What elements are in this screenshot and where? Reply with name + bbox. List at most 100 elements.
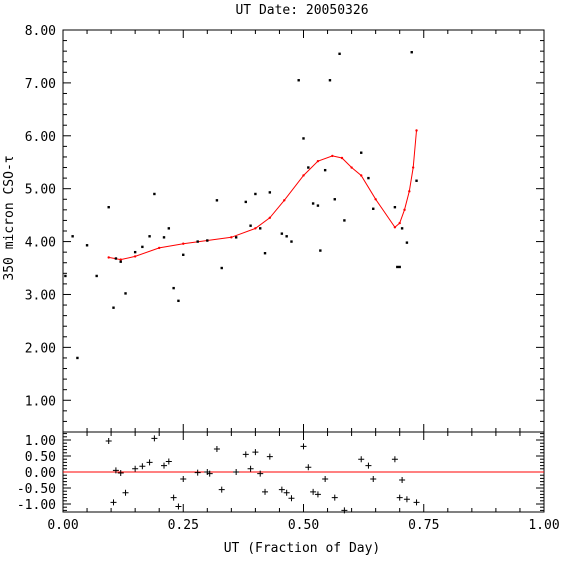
residual-point	[283, 489, 290, 496]
fit-point	[182, 242, 185, 245]
data-point	[367, 176, 370, 180]
data-point	[215, 199, 219, 202]
data-point	[343, 219, 346, 222]
residual-point	[341, 507, 348, 514]
y-tick-label: 7.00	[25, 77, 56, 92]
residual-point	[262, 488, 269, 495]
residual-y-tick-label: -1.00	[17, 498, 56, 513]
x-tick-label: 0.00	[47, 518, 78, 533]
data-point	[360, 151, 363, 154]
residual-y-tick-label: 0.00	[25, 466, 56, 481]
data-point	[338, 52, 341, 56]
fit-point	[283, 199, 286, 202]
data-point	[393, 205, 397, 209]
y-tick-label: 3.00	[25, 288, 56, 303]
data-point	[328, 79, 332, 82]
data-point	[177, 299, 180, 303]
data-point	[141, 245, 144, 249]
residual-point	[305, 464, 312, 471]
data-point	[400, 227, 404, 230]
main-plot: 1.00 2.00 3.00 4.00 5.00 6.00 7.00 8.00	[25, 24, 545, 433]
fit-point	[360, 174, 363, 177]
data-point	[415, 179, 418, 182]
x-tick-label: 1.00	[528, 518, 559, 533]
y-axis-label: 350 micron CSO-τ	[2, 155, 17, 280]
fit-point	[119, 258, 122, 261]
residual-point	[218, 486, 225, 493]
data-point	[71, 235, 74, 238]
residual-point	[170, 494, 177, 501]
residual-y-tick-label: -0.50	[17, 482, 56, 497]
residual-point	[403, 496, 410, 503]
residual-point	[247, 465, 254, 472]
data-point	[220, 266, 223, 270]
residual-point	[213, 445, 220, 452]
fit-point	[350, 166, 353, 169]
fit-point	[411, 166, 415, 169]
residual-y-tick-label: 1.00	[25, 434, 56, 449]
data-point	[112, 306, 115, 309]
residual-plot: 0.00 0.25 0.50 0.75 1.001.000.500.00-0.50-1.…	[17, 431, 560, 533]
residual-point	[146, 459, 153, 466]
data-point	[124, 292, 127, 295]
chart-title: UT Date: 20050326	[235, 3, 368, 18]
fit-point	[331, 154, 334, 158]
data-point	[182, 253, 185, 257]
data-point	[405, 241, 409, 244]
residual-point	[370, 476, 377, 483]
y-tick-label: 2.00	[25, 341, 56, 356]
residual-point	[310, 488, 317, 495]
data-point	[268, 191, 272, 194]
fit-point	[340, 156, 344, 160]
data-point	[263, 252, 267, 255]
data-point	[372, 207, 375, 210]
data-point	[244, 200, 247, 204]
data-point	[333, 198, 336, 201]
data-point	[297, 79, 300, 82]
data-point	[285, 235, 288, 238]
fit-point	[374, 198, 377, 201]
data-point	[234, 236, 238, 239]
data-point	[396, 265, 399, 269]
residual-point	[180, 476, 187, 483]
data-point	[114, 257, 118, 260]
data-point	[85, 244, 89, 247]
data-point	[316, 204, 320, 207]
residual-point	[257, 470, 264, 477]
data-point	[280, 232, 284, 235]
residual-point	[165, 458, 172, 465]
data-point	[319, 249, 322, 252]
residual-point	[331, 494, 338, 501]
residual-point	[314, 491, 321, 498]
data-point	[311, 202, 315, 205]
data-point	[172, 286, 175, 290]
data-point	[249, 224, 252, 227]
residual-point	[391, 456, 398, 463]
residual-point	[266, 453, 273, 460]
fit-point	[316, 159, 320, 163]
data-point	[119, 260, 122, 263]
residual-point	[132, 465, 139, 472]
data-point	[76, 356, 79, 360]
y-tick-label: 6.00	[25, 130, 56, 145]
data-point	[167, 227, 171, 230]
data-point	[196, 240, 199, 243]
residual-point	[194, 469, 201, 476]
residual-point	[396, 494, 403, 501]
residual-point	[105, 437, 112, 444]
data-point	[307, 166, 310, 169]
data-point	[259, 227, 262, 230]
x-tick-label: 0.25	[168, 518, 199, 533]
data-point	[148, 235, 151, 238]
residual-point	[110, 499, 117, 506]
fit-point	[254, 227, 257, 230]
residual-point	[139, 463, 146, 470]
residual-point	[278, 486, 285, 493]
residual-point	[233, 469, 240, 475]
fit-point	[107, 256, 110, 259]
residual-point	[358, 456, 365, 463]
residual-point	[288, 495, 295, 502]
data-point	[410, 51, 413, 54]
data-point	[302, 137, 305, 140]
